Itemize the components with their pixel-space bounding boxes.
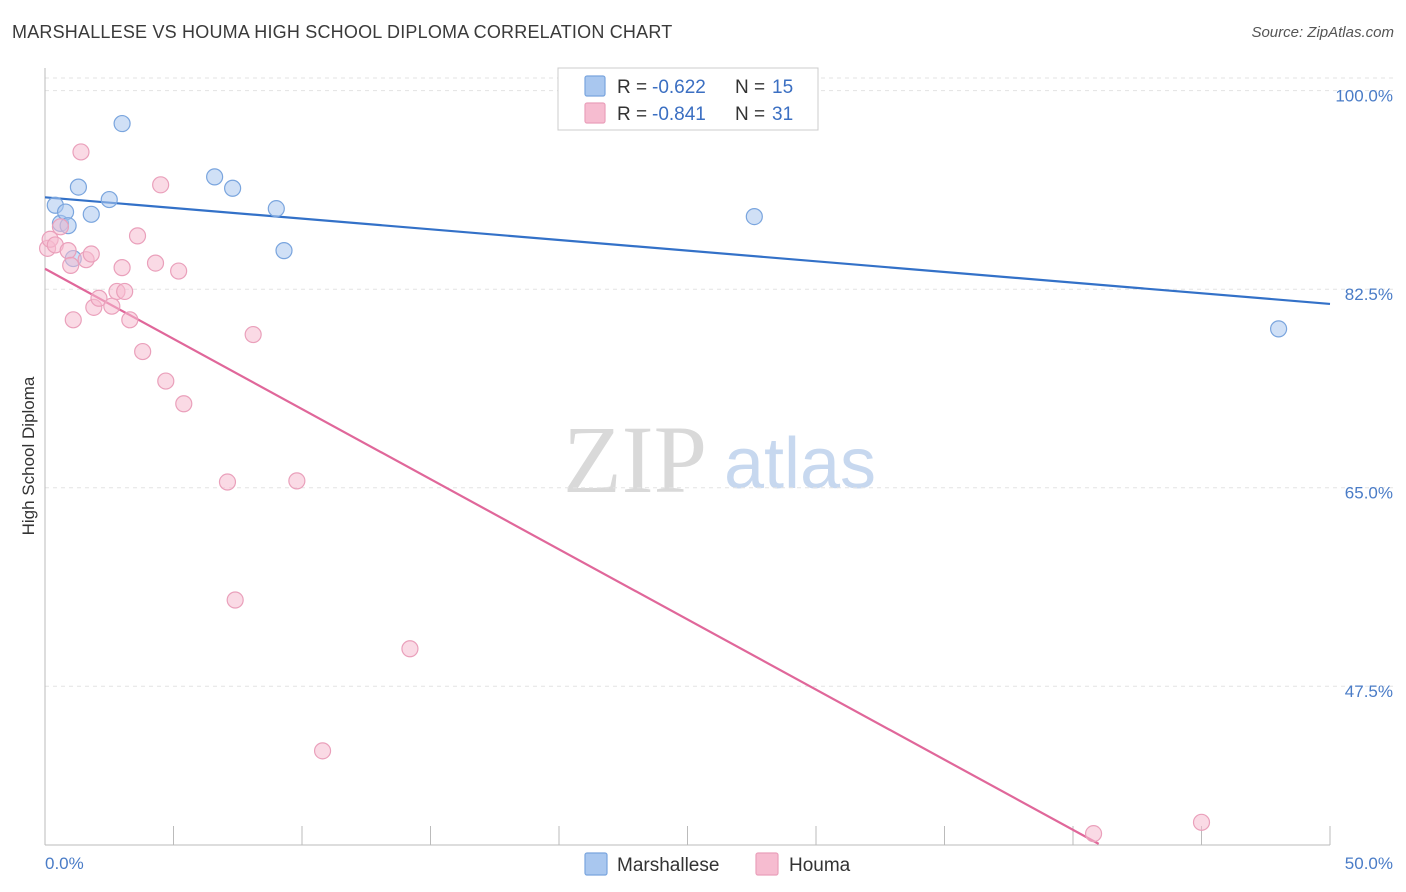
point-houma xyxy=(134,342,152,361)
point-houma xyxy=(59,242,77,260)
point-houma xyxy=(116,282,134,301)
stats-legend: R = -0.622 N = 15 R = -0.841 N = 31 xyxy=(557,67,819,131)
legend-r-value-houma: -0.841 xyxy=(652,104,706,125)
x-tick-label-start: 0.0% xyxy=(45,854,84,873)
legend-n-value-marshallese: 15 xyxy=(772,77,793,98)
point-houma xyxy=(62,256,80,274)
point-houma xyxy=(113,259,131,277)
bottom-legend-label-marshallese: Marshallese xyxy=(617,855,719,876)
trend-line-houma xyxy=(44,267,1100,845)
x-ticks xyxy=(44,826,1331,845)
point-houma xyxy=(170,262,188,280)
watermark: ZIP atlas xyxy=(563,406,876,513)
y-tick-label: 100.0% xyxy=(1335,87,1393,106)
trend-lines xyxy=(44,196,1331,845)
point-marshallese xyxy=(206,168,224,186)
y-tick-label: 65.0% xyxy=(1345,484,1393,503)
legend-n-label-marshallese: N = xyxy=(735,77,765,98)
chart-title: MARSHALLESE VS HOUMA HIGH SCHOOL DIPLOMA… xyxy=(12,22,673,42)
point-marshallese xyxy=(267,200,285,218)
point-marshallese xyxy=(69,178,88,196)
y-axis-label: High School Diploma xyxy=(19,376,38,535)
legend-swatch-marshallese xyxy=(584,75,606,97)
legend-r-value-marshallese: -0.622 xyxy=(652,77,706,98)
grid-lines xyxy=(45,77,1393,687)
point-houma xyxy=(152,176,170,194)
point-marshallese xyxy=(1269,320,1288,338)
point-houma xyxy=(244,325,262,344)
point-houma xyxy=(175,395,193,413)
point-houma xyxy=(103,297,121,315)
point-houma xyxy=(121,311,139,329)
point-houma xyxy=(401,640,419,658)
point-houma xyxy=(288,472,306,490)
point-houma xyxy=(1084,825,1103,843)
y-tick-label: 82.5% xyxy=(1345,285,1393,304)
legend-r-label-houma: R = xyxy=(617,104,647,125)
point-marshallese xyxy=(100,190,118,209)
legend-n-value-houma: 31 xyxy=(772,104,793,125)
point-marshallese xyxy=(82,205,100,223)
y-tick-labels: 100.0% 82.5% 65.0% 47.5% xyxy=(1335,87,1393,702)
source-note: Source: ZipAtlas.com xyxy=(1251,24,1394,41)
legend-n-label-houma: N = xyxy=(735,104,765,125)
point-houma xyxy=(72,143,90,161)
point-houma xyxy=(226,591,244,609)
data-points xyxy=(38,114,1288,843)
y-tick-label: 47.5% xyxy=(1345,682,1393,701)
legend-r-label-marshallese: R = xyxy=(617,77,647,98)
series-legend: Marshallese Houma xyxy=(584,852,851,876)
point-houma xyxy=(128,227,147,245)
point-houma xyxy=(64,311,82,329)
point-houma xyxy=(90,289,108,307)
point-marshallese xyxy=(224,179,242,197)
point-houma xyxy=(146,254,165,272)
point-marshallese xyxy=(275,242,293,260)
x-tick-label-end: 50.0% xyxy=(1345,854,1393,873)
bottom-legend-swatch-houma xyxy=(755,852,779,876)
point-houma xyxy=(51,218,70,236)
watermark-zip: ZIP xyxy=(563,406,707,513)
point-marshallese xyxy=(113,114,131,133)
point-houma xyxy=(82,245,100,263)
point-houma xyxy=(313,742,332,760)
point-houma xyxy=(218,473,237,491)
point-houma xyxy=(157,372,175,390)
legend-swatch-houma xyxy=(584,102,606,124)
watermark-atlas: atlas xyxy=(724,424,876,504)
point-houma xyxy=(1192,813,1211,831)
trend-line-marshallese xyxy=(44,196,1331,306)
bottom-legend-swatch-marshallese xyxy=(584,852,608,876)
point-marshallese xyxy=(745,207,763,226)
bottom-legend-label-houma: Houma xyxy=(789,855,851,876)
